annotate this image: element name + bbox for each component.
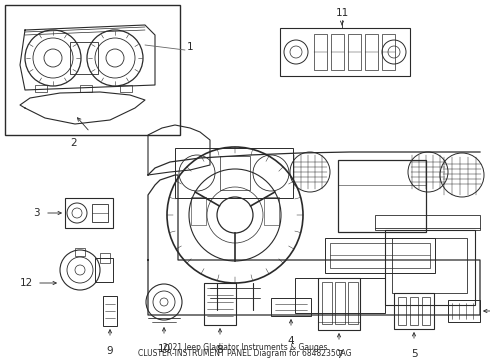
Bar xyxy=(92,204,108,222)
Bar xyxy=(264,197,279,225)
Text: 5: 5 xyxy=(411,349,417,359)
Bar xyxy=(204,283,236,325)
Bar xyxy=(80,85,92,92)
Bar xyxy=(95,258,113,282)
Bar xyxy=(322,282,332,324)
Bar xyxy=(70,42,98,74)
Bar xyxy=(35,85,47,92)
Text: 4: 4 xyxy=(288,336,294,346)
Bar xyxy=(338,160,426,232)
Bar xyxy=(175,148,293,198)
Bar xyxy=(398,297,406,325)
Bar xyxy=(365,34,378,70)
Bar xyxy=(100,253,110,263)
Bar xyxy=(191,197,206,225)
Text: 2: 2 xyxy=(71,138,77,148)
Bar xyxy=(5,5,180,135)
Text: CLUSTER-INSTRUMENT PANEL Diagram for 68482350AG: CLUSTER-INSTRUMENT PANEL Diagram for 684… xyxy=(138,349,352,358)
Bar xyxy=(392,238,467,293)
Bar xyxy=(280,28,410,76)
Bar xyxy=(75,248,85,256)
Bar xyxy=(65,198,113,228)
Bar xyxy=(348,34,361,70)
Bar xyxy=(330,243,430,268)
Bar xyxy=(422,297,430,325)
Bar xyxy=(318,278,360,330)
Text: 11: 11 xyxy=(335,8,348,18)
Text: 10: 10 xyxy=(157,344,171,354)
Bar xyxy=(314,34,327,70)
Bar xyxy=(335,282,345,324)
Text: 9: 9 xyxy=(107,346,113,356)
Text: 3: 3 xyxy=(33,208,40,218)
Bar xyxy=(220,156,250,190)
Text: 2021 Jeep Gladiator Instruments & Gauges: 2021 Jeep Gladiator Instruments & Gauges xyxy=(163,343,327,352)
Bar xyxy=(348,282,358,324)
Bar xyxy=(331,34,344,70)
Bar xyxy=(120,85,132,92)
Bar xyxy=(394,293,434,329)
Bar xyxy=(103,296,117,326)
Text: 12: 12 xyxy=(20,278,33,288)
Bar xyxy=(295,278,385,313)
Bar xyxy=(448,300,480,322)
Bar xyxy=(382,34,395,70)
Text: 7: 7 xyxy=(336,350,343,360)
Bar xyxy=(375,215,480,230)
Bar xyxy=(271,298,311,316)
Bar xyxy=(385,230,475,305)
Text: 8: 8 xyxy=(217,345,223,355)
Bar xyxy=(410,297,418,325)
Bar xyxy=(325,238,435,273)
Text: 1: 1 xyxy=(187,42,194,52)
